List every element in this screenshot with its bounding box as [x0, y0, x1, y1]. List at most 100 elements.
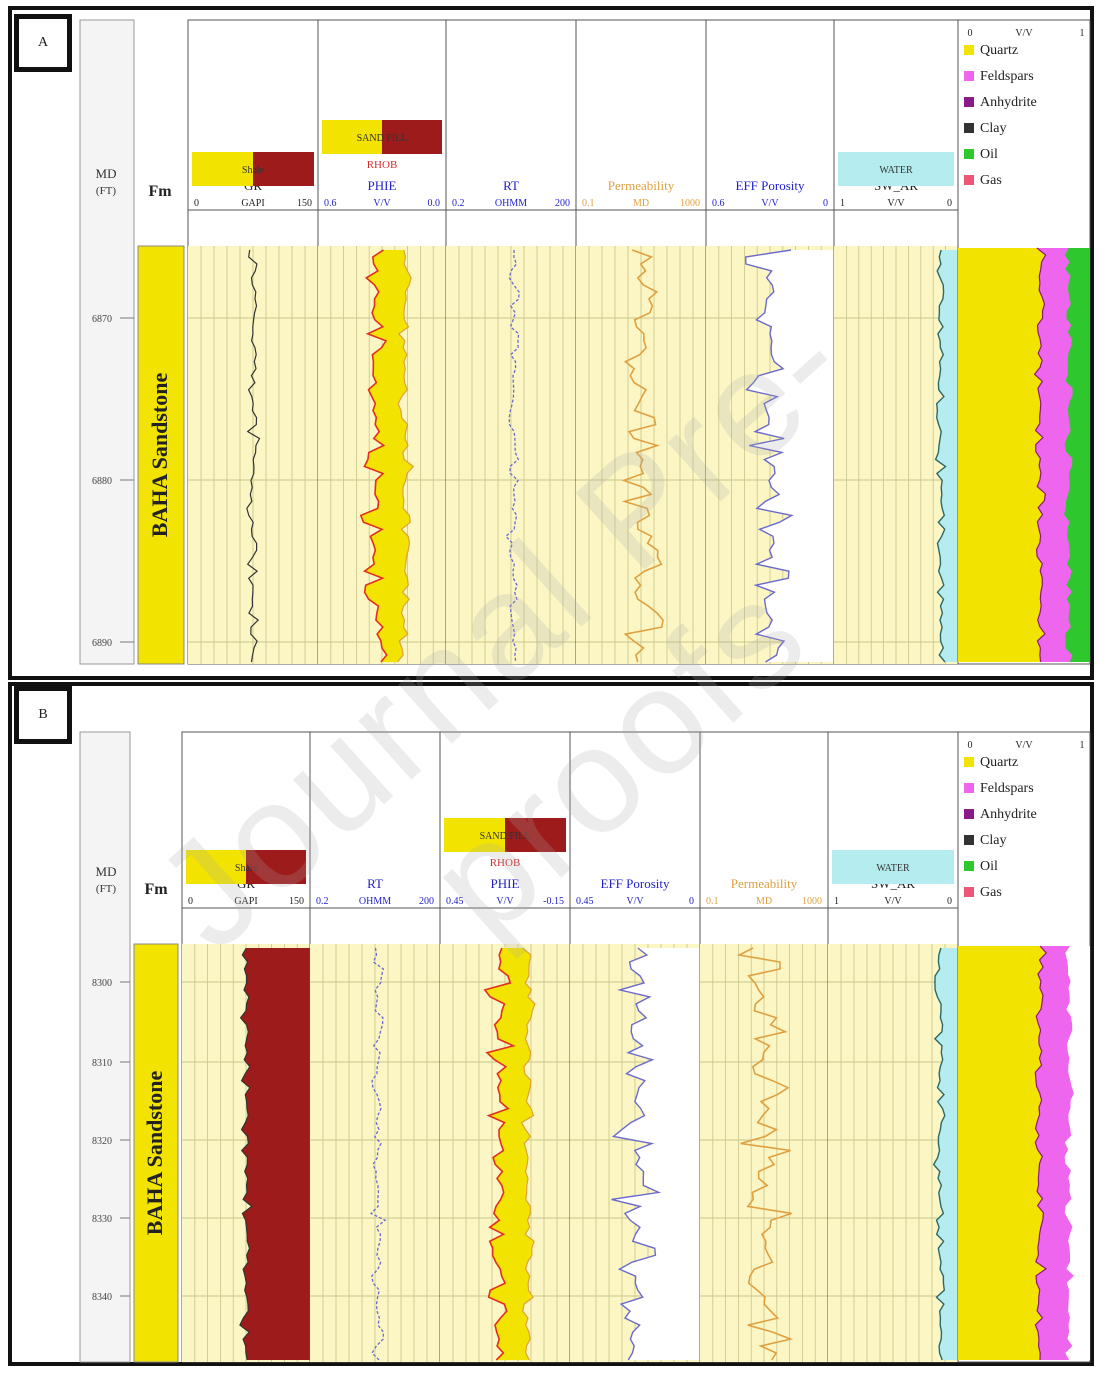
legend-scale-max: 1: [1080, 28, 1085, 39]
scale-unit: V/V: [884, 896, 902, 907]
depth-tick-label: 8310: [92, 1058, 112, 1069]
scale-max: 200: [555, 198, 570, 209]
fill-bar-yellow: [186, 850, 246, 884]
md-header: MD: [96, 166, 117, 181]
scale-min: 1: [840, 198, 845, 209]
legend-swatch: [964, 887, 974, 897]
scale-min: 0.6: [712, 198, 725, 209]
track-subname: RHOB: [490, 857, 521, 869]
sw-curve: [934, 249, 947, 663]
legend-swatch: [964, 71, 974, 81]
scale-max: 0.0: [428, 198, 441, 209]
scale-min: 0.2: [316, 896, 329, 907]
scale-min: 0: [194, 198, 199, 209]
permeability-curve: [736, 947, 794, 1361]
fill-bar-yellow: [322, 120, 382, 154]
fill-bar-label: SAND FILL: [480, 831, 531, 842]
track-name: RT: [367, 876, 383, 891]
panel-label-b: B: [14, 686, 72, 744]
scale-unit: MD: [756, 896, 772, 907]
water-fill: [935, 250, 958, 662]
depth-tick-label: 8330: [92, 1214, 112, 1225]
formation-band: [133, 943, 179, 1363]
fill-bar-label: SAND FILL: [357, 133, 408, 144]
track-name: Permeability: [731, 876, 798, 891]
water-fill: [933, 948, 958, 1360]
legend-scale-max: 1: [1080, 740, 1085, 751]
depth-tick-label: 8340: [92, 1292, 112, 1303]
scale-max: -0.15: [543, 896, 564, 907]
depth-tick-label: 6890: [92, 638, 112, 649]
quartz-boundary: [1033, 247, 1047, 663]
legend-swatch: [964, 175, 974, 185]
legend-swatch: [964, 809, 974, 819]
track-name: PHIE: [491, 876, 520, 891]
legend-label: Gas: [980, 173, 1002, 188]
formation-band: [137, 245, 185, 665]
panel-label-a: A: [14, 14, 72, 72]
track-subname: RHOB: [367, 159, 398, 171]
depth-tick-label: 6870: [92, 314, 112, 325]
legend-label: Feldspars: [980, 69, 1034, 84]
scale-min: 1: [834, 896, 839, 907]
legend-label: Quartz: [980, 43, 1018, 58]
depth-tick-label: 8320: [92, 1136, 112, 1147]
sw-curve: [932, 947, 946, 1361]
water-bar: [832, 850, 954, 884]
fill-bar-yellow: [192, 152, 253, 186]
scale-min: 0: [188, 896, 193, 907]
scale-max: 0: [823, 198, 828, 209]
phie-curve: [483, 947, 516, 1361]
scale-unit: V/V: [496, 896, 514, 907]
well-log-plot-b: MD (FT) Fm BAHA Sandstone 8300 8310 8320 8330 83…: [8, 682, 1094, 1366]
phie-curve: [359, 249, 388, 663]
legend-label: Quartz: [980, 755, 1018, 770]
quartz-fill: [958, 248, 1046, 662]
fill-bar-maroon: [246, 850, 306, 884]
eff-porosity-curve: [611, 947, 662, 1361]
formation-label: BAHA Sandstone: [147, 373, 172, 538]
scale-unit: OHMM: [359, 896, 391, 907]
porosity-fill: [745, 250, 834, 662]
scale-unit: V/V: [626, 896, 644, 907]
scale-max: 150: [289, 896, 304, 907]
legend-scale-min: 0: [968, 28, 973, 39]
eff-porosity-curve: [744, 249, 794, 663]
fill-bar-label: WATER: [879, 165, 913, 176]
fill-bar-maroon: [505, 818, 566, 852]
rt-curve: [369, 947, 387, 1361]
gr-curve: [246, 249, 261, 663]
legend-scale-unit: V/V: [1015, 740, 1033, 751]
gr-curve: [239, 947, 253, 1361]
legend-label: Oil: [980, 147, 998, 162]
legend-label: Oil: [980, 859, 998, 874]
fm-header: Fm: [144, 881, 168, 898]
track-name: RT: [503, 178, 519, 193]
legend-swatch: [964, 757, 974, 767]
scale-max: 1000: [802, 896, 822, 907]
md-column: [79, 731, 131, 1363]
scale-max: 0: [947, 896, 952, 907]
legend-label: Anhydrite: [980, 807, 1037, 822]
scale-unit: MD: [633, 198, 649, 209]
rhob-curve: [520, 947, 536, 1361]
legend-swatch: [964, 835, 974, 845]
scale-unit: OHMM: [495, 198, 527, 209]
track-name: Permeability: [608, 178, 675, 193]
gr-shale-fill: [239, 948, 310, 1360]
permeability-curve: [621, 249, 664, 663]
md-header: MD: [96, 864, 117, 879]
scale-min: 0.2: [452, 198, 465, 209]
formation-label: BAHA Sandstone: [142, 1071, 167, 1236]
scale-min: 0.45: [576, 896, 594, 907]
md-header-unit: (FT): [96, 883, 117, 895]
legend-swatch: [964, 783, 974, 793]
legend-swatch: [964, 45, 974, 55]
rhob-curve: [396, 249, 415, 663]
scale-unit: V/V: [761, 198, 779, 209]
legend-label: Gas: [980, 885, 1002, 900]
feldspar-fill: [1034, 248, 1073, 662]
scale-max: 200: [419, 896, 434, 907]
